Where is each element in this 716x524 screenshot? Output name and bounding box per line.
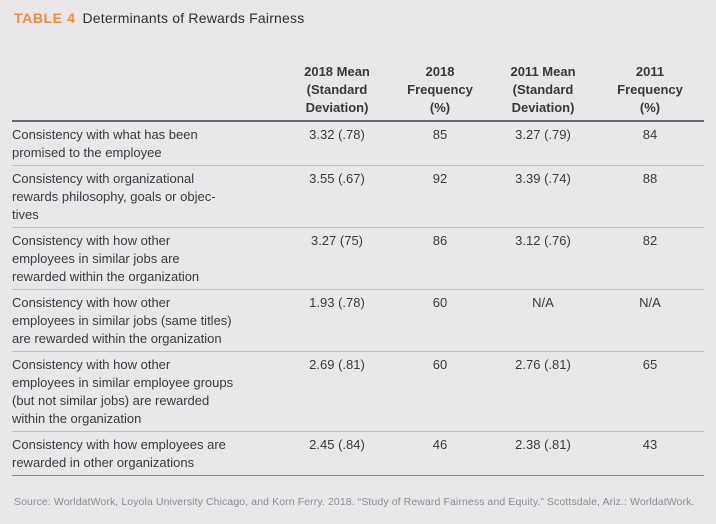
row-value: 3.27 (.79) [515, 127, 571, 142]
header-row: 2018 Mean (Standard Deviation) 2018 Freq… [12, 63, 704, 122]
row-value: 2.38 (.81) [515, 437, 571, 452]
table-row: Consistency with how other employees in … [12, 290, 704, 352]
row-value: 2.45 (.84) [309, 437, 365, 452]
column-header-2018-mean: 2018 Mean (Standard Deviation) [284, 63, 390, 122]
row-label: Consistency with how other employees in … [12, 233, 200, 284]
row-label: Consistency with how other employees in … [12, 295, 232, 346]
table-title: TABLE 4 Determinants of Rewards Fairness [12, 10, 704, 27]
row-value: 1.93 (.78) [309, 295, 365, 310]
row-value: 86 [432, 233, 448, 248]
column-header-2011-frequency: 2011 Frequency (%) [596, 63, 704, 122]
table-row: Consistency with how other employees in … [12, 228, 704, 290]
table-row: Consistency with organizational rewards … [12, 166, 704, 228]
column-header-blank [12, 63, 284, 122]
row-value: 65 [642, 357, 658, 372]
table-row: Consistency with how employees are rewar… [12, 432, 704, 476]
row-value: 3.55 (.67) [309, 171, 365, 186]
table-figure: TABLE 4 Determinants of Rewards Fairness … [12, 10, 704, 508]
row-label: Consistency with how employees are rewar… [12, 437, 226, 470]
row-value: 2.69 (.81) [309, 357, 365, 372]
row-value: 60 [432, 295, 448, 310]
row-value: 60 [432, 357, 448, 372]
table-number-label: TABLE 4 [14, 10, 76, 26]
row-value: 3.39 (.74) [515, 171, 571, 186]
row-value: 88 [642, 171, 658, 186]
row-label: Consistency with organizational rewards … [12, 171, 216, 222]
row-value: N/A [532, 295, 554, 310]
row-value: N/A [639, 295, 661, 310]
table-body: Consistency with what has been promised … [12, 121, 704, 476]
table-header: 2018 Mean (Standard Deviation) 2018 Freq… [12, 63, 704, 122]
row-value: 82 [642, 233, 658, 248]
row-value: 43 [642, 437, 658, 452]
row-label: Consistency with what has been promised … [12, 127, 198, 160]
column-header-2018-frequency: 2018 Frequency (%) [390, 63, 490, 122]
source-note: Source: WorldatWork, Loyola University C… [14, 496, 695, 508]
row-value: 85 [432, 127, 448, 142]
table-caption: Determinants of Rewards Fairness [82, 10, 305, 26]
rewards-fairness-table: 2018 Mean (Standard Deviation) 2018 Freq… [12, 63, 704, 476]
row-label: Consistency with how other employees in … [12, 357, 234, 426]
row-value: 3.27 (75) [310, 233, 364, 248]
row-value: 84 [642, 127, 658, 142]
row-value: 3.32 (.78) [309, 127, 365, 142]
row-value: 92 [432, 171, 448, 186]
table-row: Consistency with how other employees in … [12, 352, 704, 432]
row-value: 3.12 (.76) [515, 233, 571, 248]
row-value: 2.76 (.81) [515, 357, 571, 372]
column-header-2011-mean: 2011 Mean (Standard Deviation) [490, 63, 596, 122]
row-value: 46 [432, 437, 448, 452]
table-row: Consistency with what has been promised … [12, 121, 704, 166]
